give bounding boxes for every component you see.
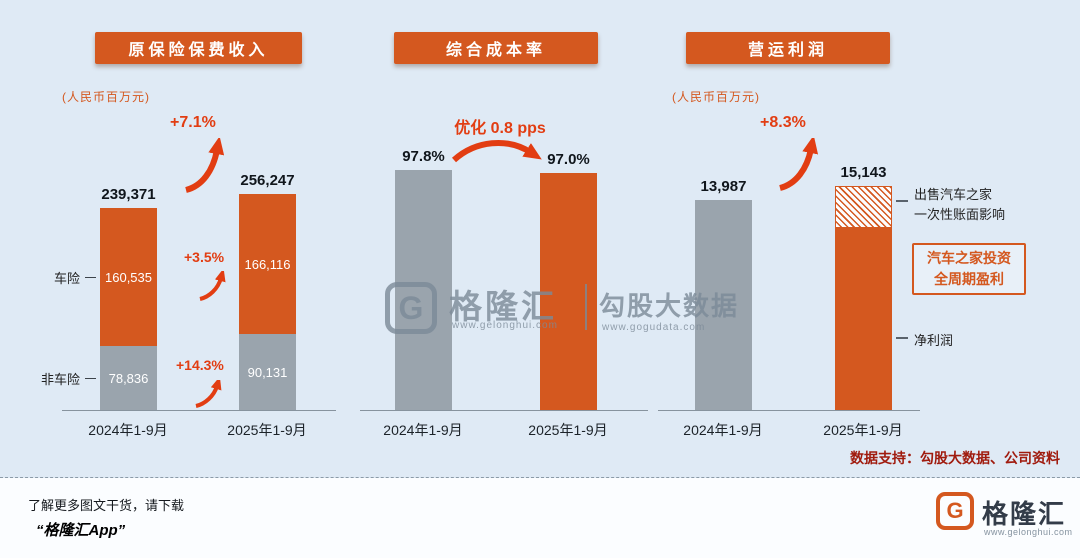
- improvement-arrow-icon: [451, 140, 542, 163]
- motor-axis-label: 车险: [20, 269, 96, 286]
- footer-brand-name: 格隆汇: [982, 499, 1067, 529]
- ratio-2025-bar: [540, 173, 597, 410]
- motor-tick-dash: [85, 276, 96, 278]
- chart1-title-badge: 原保险保费收入: [95, 32, 302, 64]
- bar-2025-nonmotor-segment: 90,131: [239, 334, 296, 410]
- chart1-total-growth-label: +7.1%: [170, 114, 216, 131]
- chart2-title-badge: 综合成本率: [394, 32, 598, 64]
- data-support-note: 数据支持：勾股大数据、公司资料: [850, 450, 1060, 466]
- net-profit-legend: 净利润: [914, 333, 954, 348]
- chart1-xlabel-2025: 2025年1-9月: [227, 422, 307, 438]
- ratio-2024-value: 97.8%: [402, 148, 445, 165]
- chart1-baseline: [62, 410, 336, 411]
- chart3-title-badge: 营运利润: [686, 32, 890, 64]
- chart3-unit-label: (人民币百万元): [672, 90, 760, 104]
- watermark-partner-url: www.gogudata.com: [602, 322, 706, 333]
- chart3-xlabel-2025: 2025年1-9月: [823, 422, 903, 438]
- nonmotor-axis-label-text: 非车险: [40, 371, 80, 387]
- bar-2024-motor-value: 160,535: [105, 269, 152, 285]
- chart1-unit-label: (人民币百万元): [62, 90, 150, 104]
- growth-arrow-icon: [195, 380, 222, 408]
- bar-2024-total-value: 239,371: [101, 186, 156, 203]
- autohome-box-line1: 汽车之家投资: [927, 250, 1011, 266]
- bar-2024-nonmotor-value: 78,836: [108, 370, 149, 386]
- bar-2025-nonmotor-value: 90,131: [247, 364, 288, 380]
- autohome-box-line2: 全周期盈利: [934, 271, 1004, 287]
- chart2-xlabel-2025: 2025年1-9月: [528, 422, 608, 438]
- chart2-improvement-label: 优化 0.8 pps: [454, 120, 546, 137]
- onetime-legend-line2: 一次性账面影响: [914, 207, 1006, 222]
- onetime-legend-line1: 出售汽车之家: [914, 187, 993, 202]
- bar-2025-motor-value: 166,116: [244, 256, 291, 272]
- nonmotor-growth-label: +14.3%: [176, 357, 224, 373]
- nonmotor-tick-dash: [85, 377, 96, 379]
- bar-2025-motor-segment: 166,116: [239, 194, 296, 334]
- footer-background: [0, 478, 1080, 558]
- growth-arrow-icon: [199, 271, 226, 301]
- chart2-baseline: [360, 410, 648, 411]
- chart1-xlabel-2024: 2024年1-9月: [88, 422, 168, 438]
- profit-2025-value: 15,143: [840, 164, 887, 181]
- footer-brand-url: www.gelonghui.com: [984, 527, 1073, 537]
- chart3-growth-label: +8.3%: [760, 114, 806, 131]
- growth-arrow-icon: [185, 138, 225, 193]
- profit-2025-net-segment: [835, 228, 892, 410]
- onetime-tick-dash: [896, 200, 908, 202]
- profit-2024-bar: [695, 200, 752, 410]
- footer-divider: [0, 477, 1080, 478]
- bar-2024-nonmotor-segment: 78,836: [100, 346, 157, 410]
- profit-2024-value: 13,987: [700, 178, 747, 195]
- motor-growth-label: +3.5%: [184, 249, 225, 265]
- autohome-investment-box: 汽车之家投资 全周期盈利: [912, 243, 1026, 295]
- chart2-xlabel-2024: 2024年1-9月: [383, 422, 463, 438]
- net-profit-tick-dash: [896, 337, 908, 339]
- chart3-baseline: [658, 410, 920, 411]
- chart3-xlabel-2024: 2024年1-9月: [683, 422, 763, 438]
- motor-axis-label-text: 车险: [53, 270, 80, 286]
- footer-download-note: 了解更多图文干货，请下载: [28, 498, 185, 513]
- profit-2025-onetime-segment: [835, 186, 892, 228]
- bar-2025-total-value: 256,247: [240, 172, 295, 189]
- growth-arrow-icon: [779, 138, 819, 191]
- ratio-2025-value: 97.0%: [547, 151, 590, 168]
- footer-app-name: “格隆汇App”: [36, 522, 126, 539]
- gelonghui-logo-icon: G: [936, 492, 974, 530]
- nonmotor-axis-label: 非车险: [6, 370, 96, 387]
- bar-2024-motor-segment: 160,535: [100, 208, 157, 346]
- ratio-2024-bar: [395, 170, 452, 410]
